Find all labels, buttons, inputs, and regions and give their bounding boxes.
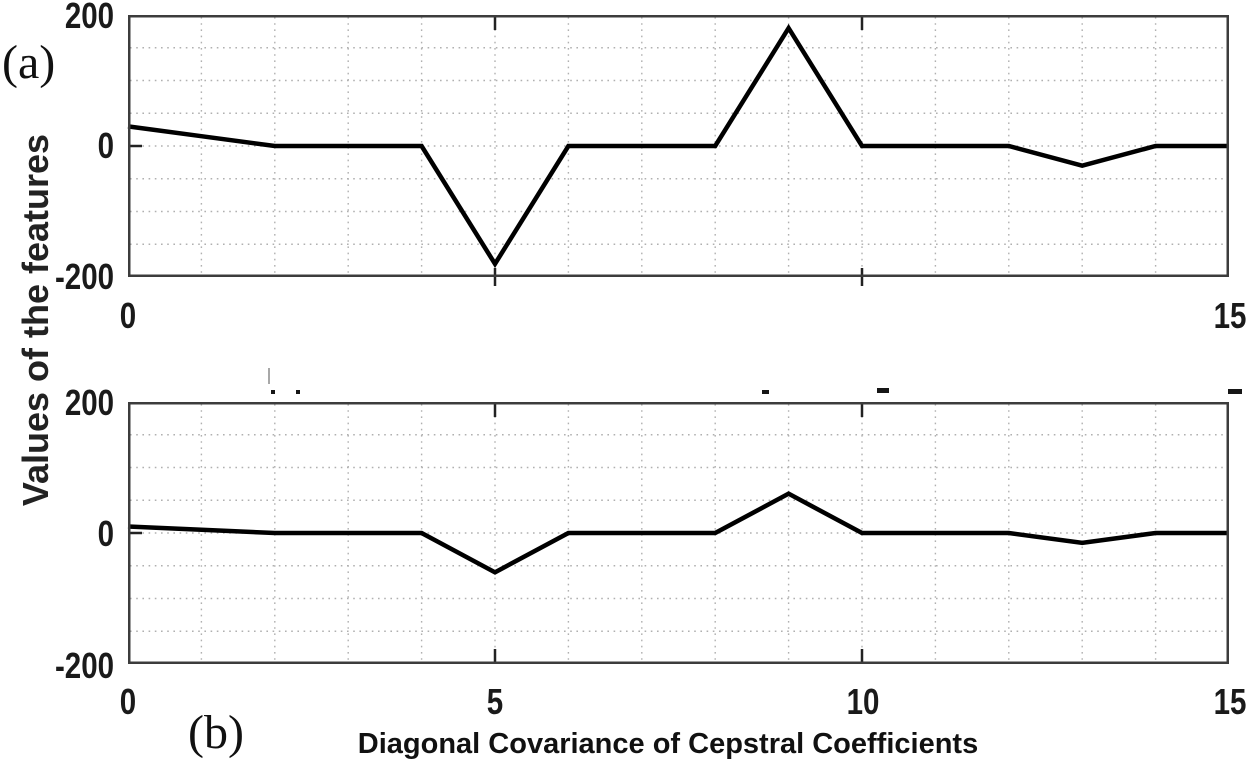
x-axis-label: Diagonal Covariance of Cepstral Coeffici… bbox=[357, 728, 979, 760]
panel-b-xtick-5: 5 bbox=[486, 681, 504, 722]
panel-a-ytick-0: 0 bbox=[97, 125, 114, 166]
smudge-artifact bbox=[877, 388, 889, 393]
panel-a-ytick-200: 200 bbox=[64, 0, 114, 36]
y-axis-label: Values of the features bbox=[15, 133, 56, 507]
panel-b-xtick-15: 15 bbox=[1213, 681, 1247, 722]
panel-b-ytick-0: 0 bbox=[97, 513, 114, 554]
smudge-artifact bbox=[1228, 389, 1242, 394]
smudge-artifact bbox=[762, 390, 769, 394]
panel-a-ytick-neg200: -200 bbox=[54, 256, 114, 297]
panel-a-xtick-15: 15 bbox=[1213, 295, 1247, 336]
panel-b-xtick-0: 0 bbox=[119, 681, 137, 722]
panel-a-xtick-0: 0 bbox=[119, 295, 137, 336]
smudge-artifact bbox=[271, 390, 275, 394]
smudge-artifact bbox=[296, 390, 300, 394]
panel-b-xtick-10: 10 bbox=[846, 681, 880, 722]
panel-a-plot bbox=[127, 15, 1229, 286]
panel-a-letter: (a) bbox=[2, 36, 56, 89]
panel-b-letter: (b) bbox=[188, 706, 244, 759]
panel-b-plot bbox=[127, 402, 1229, 664]
panel-b-ytick-200: 200 bbox=[64, 382, 114, 423]
smudge-artifact bbox=[268, 368, 270, 384]
panel-b-ytick-neg200: -200 bbox=[54, 645, 114, 686]
